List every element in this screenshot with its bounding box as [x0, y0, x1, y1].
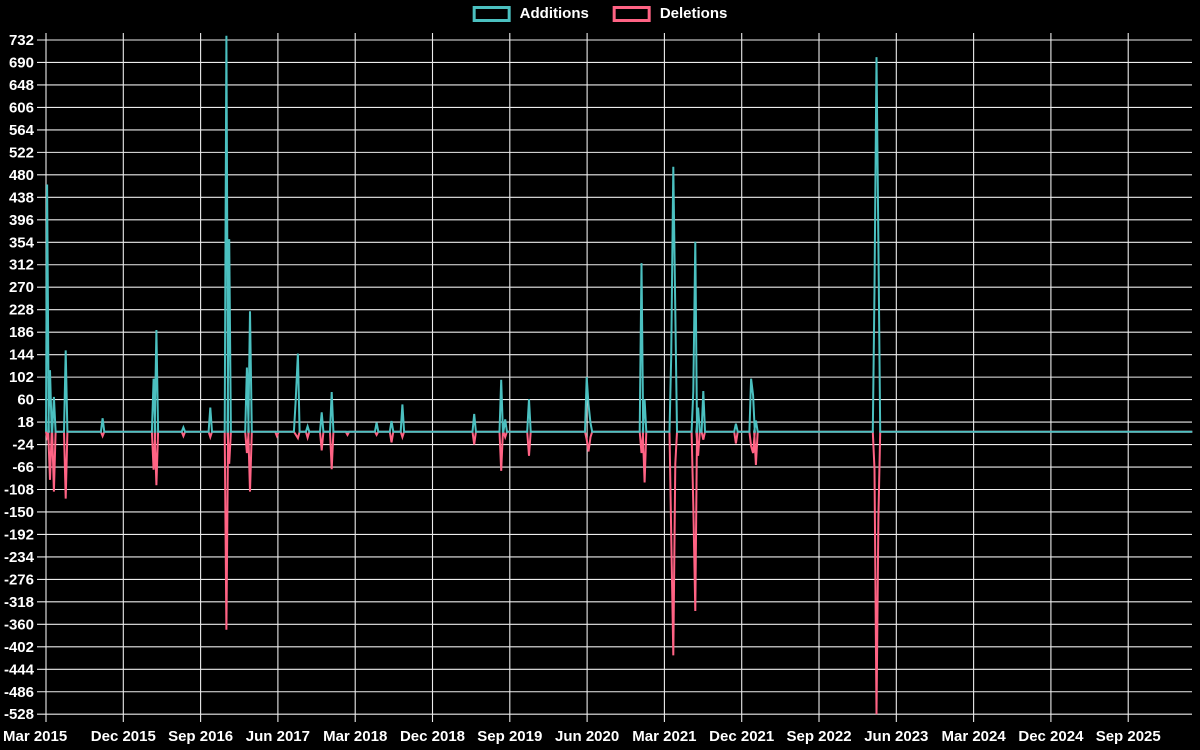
- x-tick-label: Dec 2018: [400, 728, 465, 745]
- x-tick-label: Dec 2021: [709, 728, 774, 745]
- x-tick-label: Sep 2022: [786, 728, 851, 745]
- x-tick-label: Mar 2024: [942, 728, 1007, 745]
- y-tick-label: 270: [9, 279, 34, 296]
- y-tick-label: 396: [9, 212, 34, 229]
- x-tick-label: Jun 2020: [555, 728, 619, 745]
- y-tick-label: -66: [12, 459, 34, 476]
- y-tick-label: -402: [4, 639, 34, 656]
- y-tick-label: 228: [9, 302, 34, 319]
- y-tick-label: 438: [9, 189, 34, 206]
- x-tick-label: Mar 2018: [323, 728, 387, 745]
- y-tick-label: -108: [4, 481, 34, 498]
- x-tick-label: Jun 2017: [246, 728, 310, 745]
- x-tick-label: Dec 2024: [1018, 728, 1084, 745]
- y-tick-label: 648: [9, 77, 34, 94]
- deletions-line: [45, 430, 1193, 715]
- x-tick-label: Mar 2015: [3, 728, 67, 745]
- x-tick-label: Sep 2016: [168, 728, 233, 745]
- chart-legend: Additions Deletions: [472, 5, 728, 22]
- y-tick-label: 564: [9, 122, 35, 139]
- y-tick-label: -24: [12, 437, 34, 454]
- y-tick-label: -444: [4, 661, 35, 678]
- y-tick-label: -318: [4, 594, 34, 611]
- x-tick-label: Sep 2025: [1096, 728, 1161, 745]
- y-tick-label: 312: [9, 257, 34, 274]
- additions-legend-swatch: [472, 5, 511, 22]
- x-tick-label: Mar 2021: [632, 728, 696, 745]
- y-tick-label: -360: [4, 616, 34, 633]
- y-tick-label: -234: [4, 549, 35, 566]
- deletions-legend-label: Deletions: [659, 5, 728, 22]
- y-tick-label: -486: [4, 684, 34, 701]
- y-tick-label: -528: [4, 706, 34, 723]
- legend-item-additions[interactable]: Additions: [472, 5, 589, 22]
- y-tick-label: -192: [4, 526, 34, 543]
- y-tick-label: 480: [9, 167, 34, 184]
- y-tick-label: 186: [9, 324, 34, 341]
- x-tick-label: Jun 2023: [864, 728, 928, 745]
- y-tick-label: 690: [9, 54, 34, 71]
- deletions-legend-swatch: [612, 5, 651, 22]
- y-tick-label: -150: [4, 504, 34, 521]
- legend-item-deletions[interactable]: Deletions: [612, 5, 728, 22]
- x-tick-label: Dec 2015: [91, 728, 156, 745]
- y-tick-label: 354: [9, 234, 35, 251]
- y-tick-label: 144: [9, 347, 35, 364]
- y-tick-label: 522: [9, 144, 34, 161]
- additions-line: [45, 35, 1193, 433]
- y-tick-label: 60: [17, 392, 34, 409]
- y-tick-label: -276: [4, 571, 34, 588]
- y-tick-label: 18: [17, 414, 34, 431]
- x-tick-label: Sep 2019: [477, 728, 542, 745]
- y-tick-label: 606: [9, 99, 34, 116]
- y-tick-label: 732: [9, 32, 34, 49]
- y-tick-label: 102: [9, 369, 34, 386]
- additions-legend-label: Additions: [519, 5, 589, 22]
